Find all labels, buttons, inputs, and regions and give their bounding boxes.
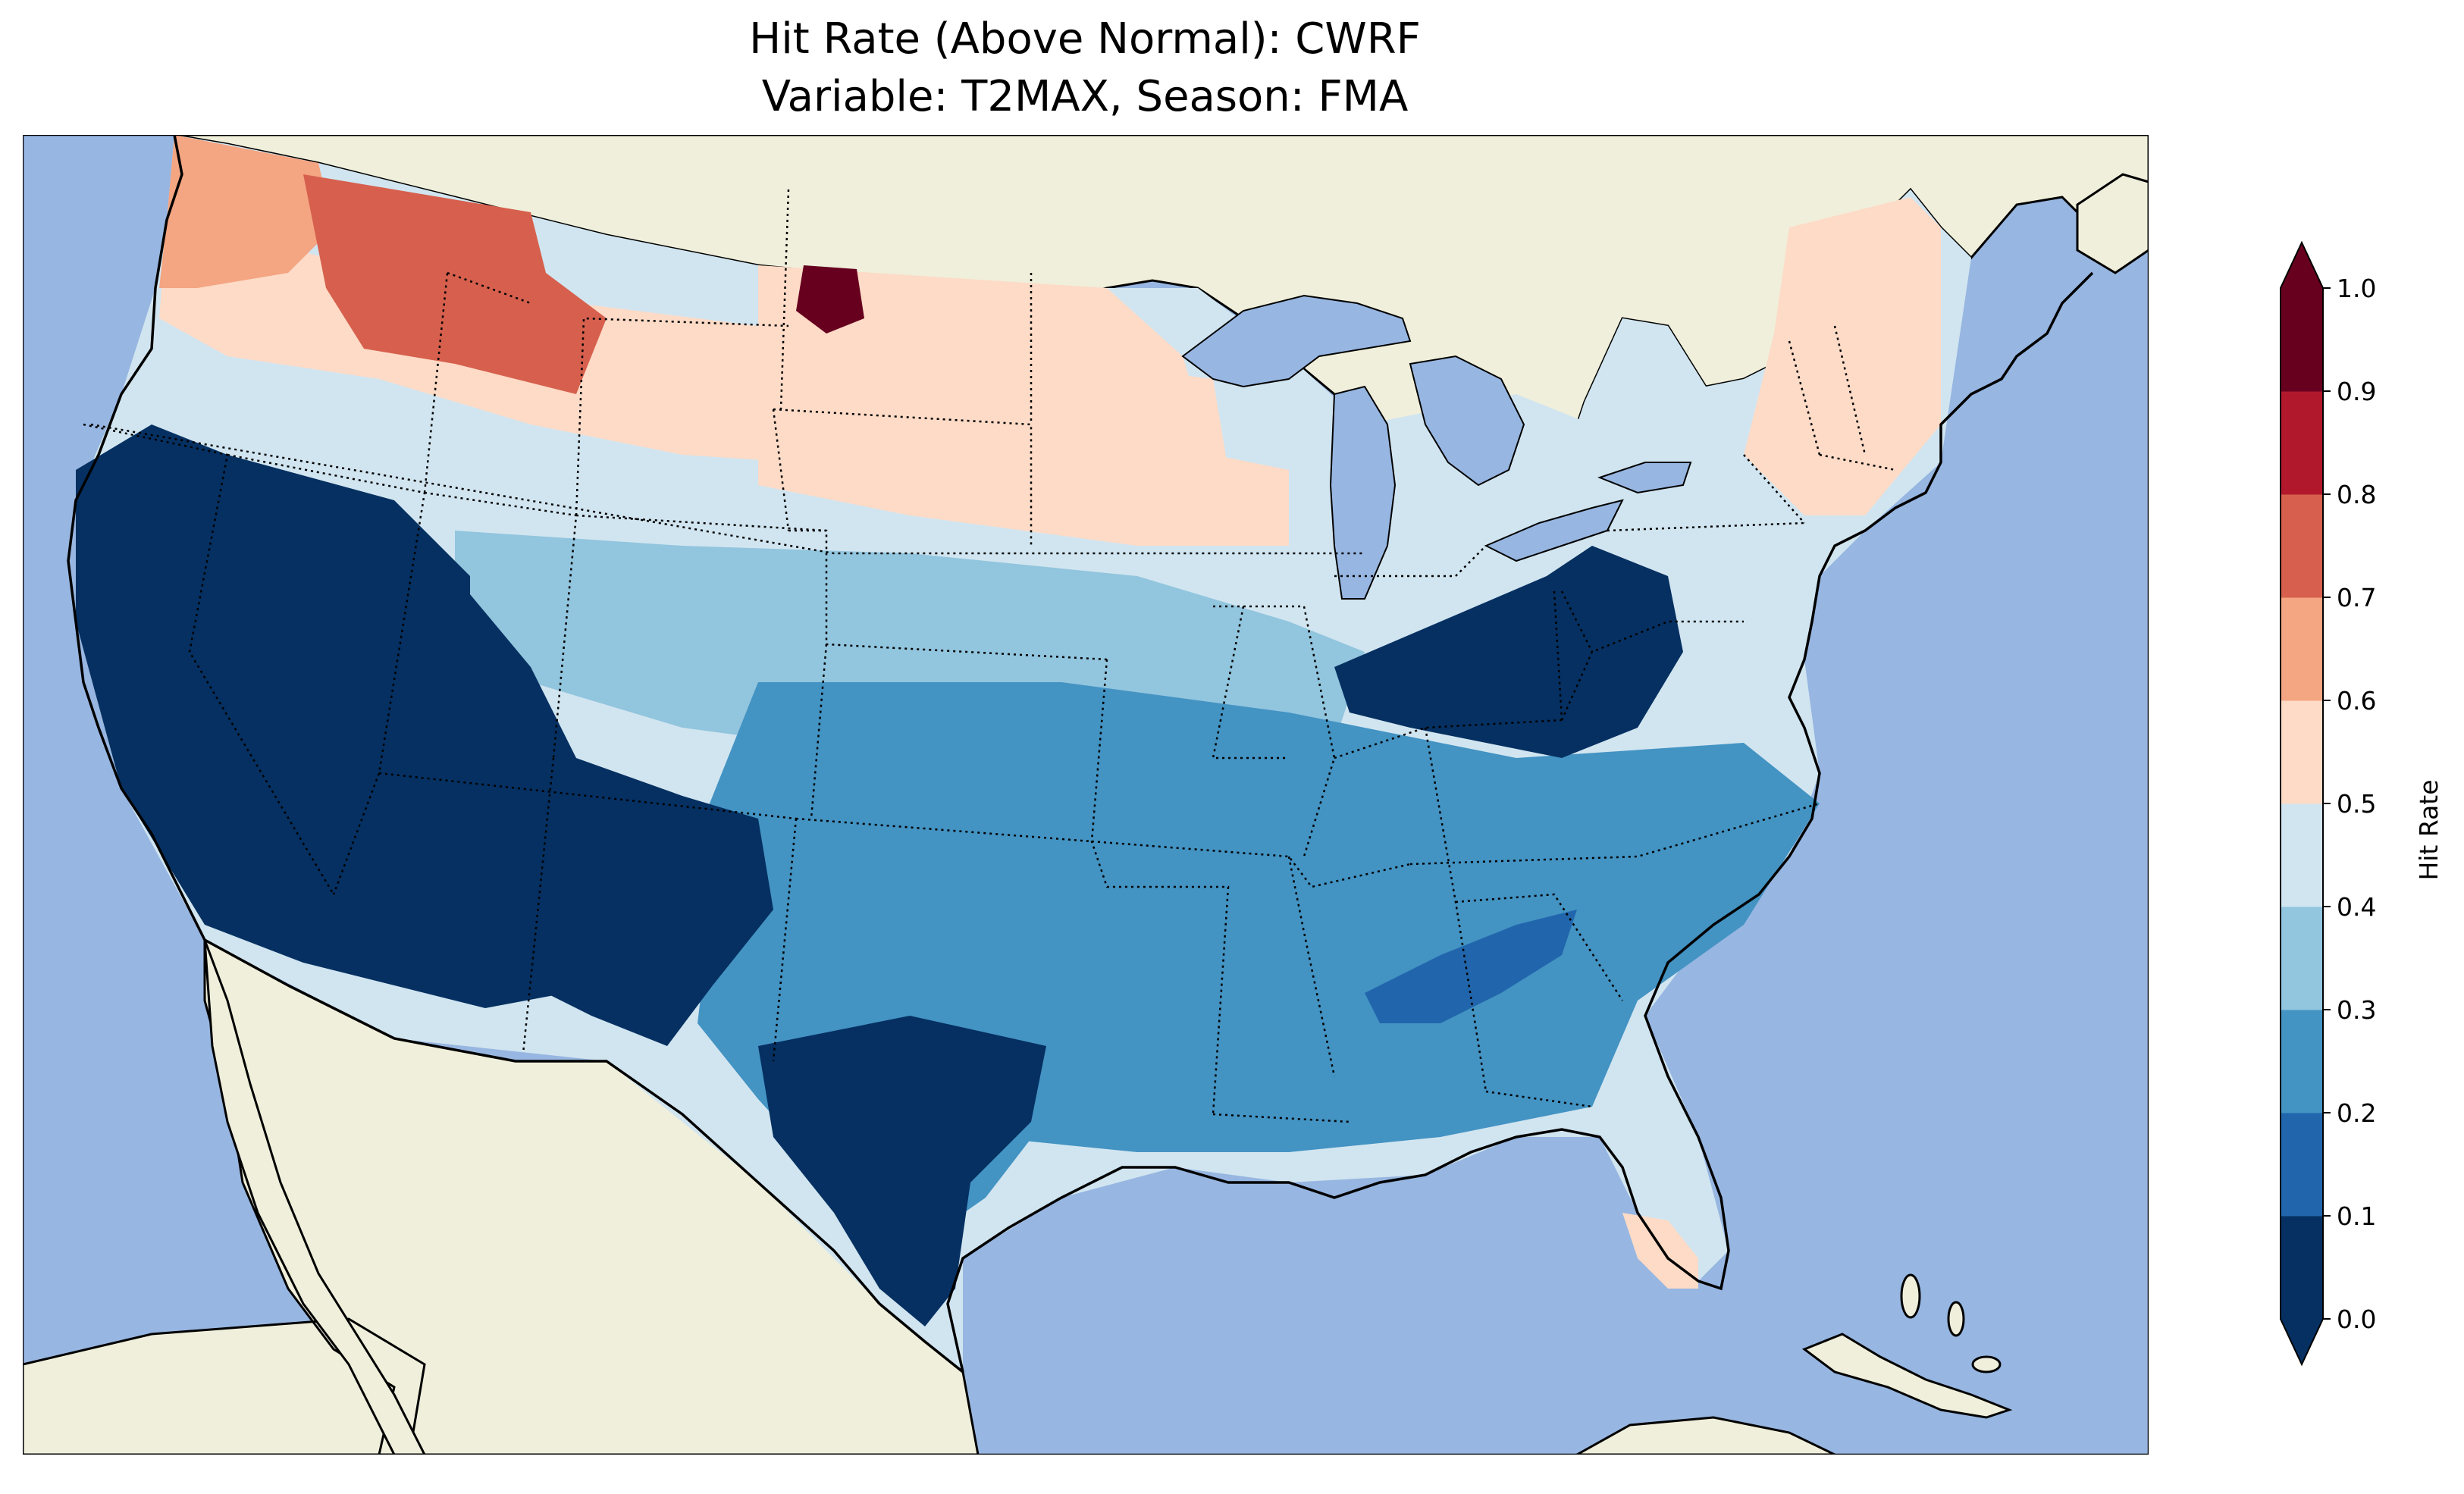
title-line-2: Variable: T2MAX, Season: FMA [762, 72, 1409, 121]
colorbar-segment [2281, 803, 2323, 907]
yucatan-land [1574, 1416, 1835, 1455]
colorbar-tick-label: 0.1 [2337, 1201, 2376, 1231]
newfoundland [2076, 173, 2149, 274]
colorbar-tick-label: 0.5 [2337, 789, 2376, 819]
colorbar-segment [2281, 494, 2323, 598]
colorbar-tick-label: 0.7 [2337, 583, 2376, 612]
colorbar-tick-label: 0.0 [2337, 1305, 2376, 1334]
lake-huron [1409, 355, 1525, 487]
colorbar-segment [2281, 700, 2323, 804]
colorbar-tick-label: 0.2 [2337, 1098, 2376, 1128]
hit-rate-field [76, 135, 1971, 1372]
colorbar-segment [2281, 597, 2323, 701]
state-borders [83, 189, 1896, 1123]
heat-region [796, 265, 864, 334]
heat-region [1334, 546, 1683, 758]
colorbar-segment [2281, 1113, 2323, 1217]
heat-region [758, 1016, 1046, 1326]
colorbar: 0.0 0.1 0.2 0.3 0.4 0.5 0.6 0.7 0.8 0.9 1.0 [2280, 240, 2376, 1367]
heat-region [1622, 1213, 1698, 1289]
colorbar-segment [2281, 1216, 2323, 1320]
colorbar-segment [2281, 1010, 2323, 1113]
baja-california [203, 939, 426, 1455]
great-lakes [1181, 294, 1692, 600]
colorbar-segment [2281, 391, 2323, 495]
title-line-1: Hit Rate (Above Normal): CWRF [749, 14, 1421, 64]
coastline [67, 135, 2094, 1373]
cuba [1801, 1333, 2013, 1419]
lake-michigan [1329, 385, 1397, 600]
bahamas [1900, 1273, 2002, 1373]
lake-ontario [1597, 462, 1692, 494]
colorbar-tick-label: 1.0 [2337, 274, 2376, 303]
colorbar-extend-min [2281, 1319, 2323, 1364]
heat-region [303, 174, 607, 394]
heat-region [455, 576, 773, 1046]
colorbar-tick-label: 0.4 [2337, 892, 2376, 922]
colorbar-extend-max [2281, 243, 2323, 288]
colorbar-tick-label: 0.3 [2337, 995, 2376, 1025]
colorbar-segment [2281, 288, 2323, 392]
heat-region [758, 265, 1289, 546]
colorbar-tick-label: 0.9 [2337, 377, 2376, 406]
colorbar-label: Hit Rate [2414, 779, 2444, 880]
colorbar-tick-label: 0.6 [2337, 686, 2376, 716]
colorbar-tick-label: 0.8 [2337, 480, 2376, 509]
lake-superior [1181, 294, 1412, 388]
colorbar-segment [2281, 907, 2323, 1010]
heat-region [1365, 910, 1577, 1023]
lake-erie [1484, 499, 1624, 562]
heat-region [159, 135, 334, 288]
map-panel [23, 135, 2149, 1455]
